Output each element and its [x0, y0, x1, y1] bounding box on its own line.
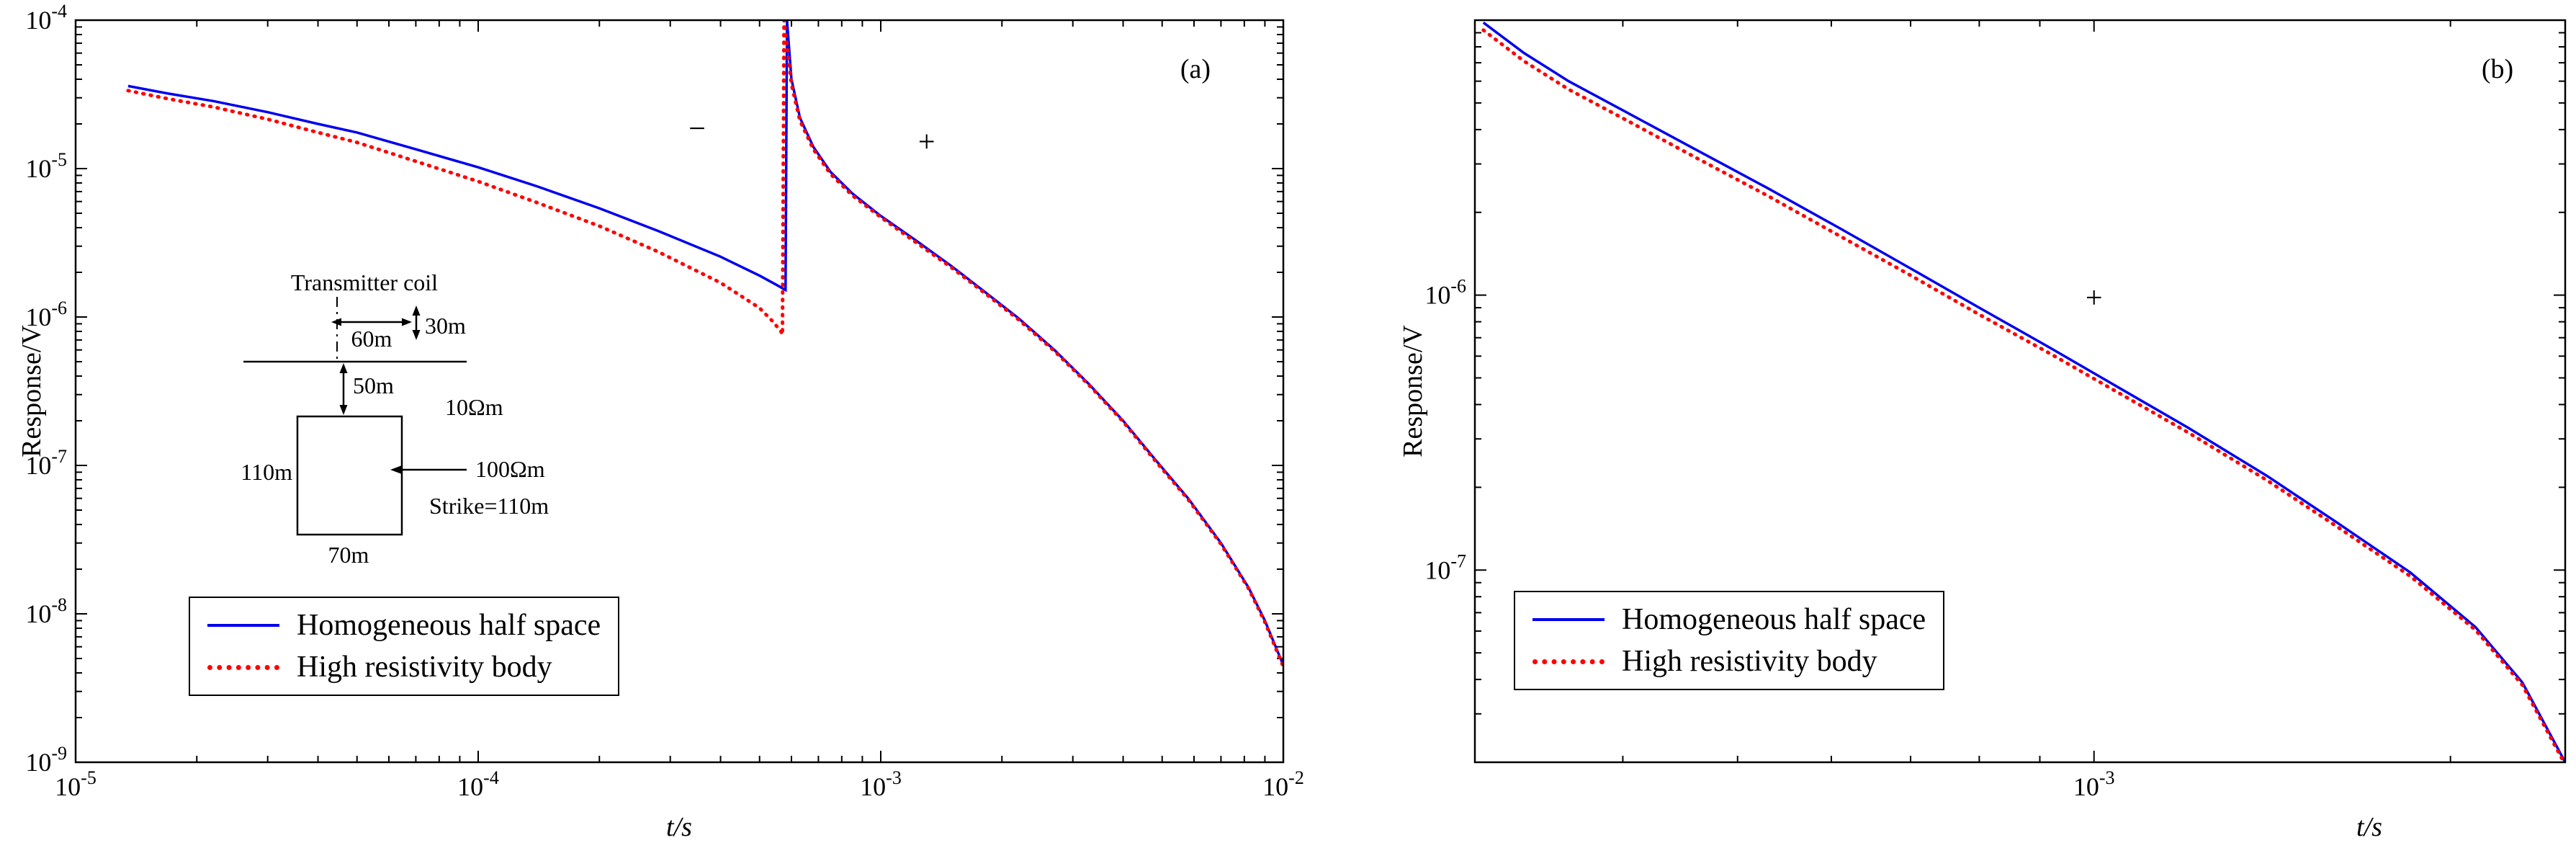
legend-row-resistivity-body: High resistivity body: [207, 650, 601, 684]
sign-annotation: +: [918, 126, 935, 159]
curve-high-resistivity-body: [1481, 28, 2565, 762]
inset-transmitter-coil-label: Transmitter coil: [290, 269, 439, 295]
axis-ticks: [1475, 20, 2565, 762]
panel-b-legend: Homogeneous half space High resistivity …: [1514, 591, 1945, 690]
inset-60m-label: 60m: [351, 326, 392, 352]
sign-annotation: +: [2086, 282, 2103, 315]
plot-frame: [74, 19, 1285, 764]
inset-arrowhead-left: [331, 318, 341, 326]
x-tick-label: 10-3: [2073, 767, 2115, 801]
y-tick-label: 10-6: [1424, 276, 1466, 310]
resistivity-body-line-swatch: [207, 664, 279, 670]
panel-b-ylabel: Response/V: [1398, 325, 1428, 457]
inset-model-diagram: [243, 297, 467, 536]
inset-body-rect: [296, 415, 403, 536]
panel-a-ylabel: Response/V: [17, 325, 47, 457]
panel-a-tag: (a): [1180, 54, 1211, 84]
legend-label-resistivity-body: High resistivity body: [297, 651, 552, 684]
curve-high-resistivity-body: [126, 20, 1283, 669]
legend-row-resistivity-body: High resistivity body: [1532, 644, 1926, 679]
inset-110m-label: 110m: [241, 459, 292, 485]
inset-arrowhead-left: [390, 465, 402, 474]
sign-annotation: −: [688, 112, 706, 146]
legend-label-half-space: Homogeneous half space: [297, 609, 601, 642]
inset-70m-label: 70m: [328, 542, 369, 568]
x-tick-label: 10-5: [55, 767, 97, 801]
y-tick-label: 10-7: [25, 446, 67, 480]
legend-label-resistivity-body: High resistivity body: [1622, 645, 1877, 678]
panel-a-xlabel: t/s: [666, 812, 692, 842]
inset-10ohm-label: 10Ωm: [445, 394, 503, 420]
y-tick-label: 10-7: [1424, 550, 1466, 584]
inset-arrowhead-right: [402, 318, 412, 326]
inset-strike-label: Strike=110m: [429, 493, 549, 519]
panel-b-tag: (b): [2481, 54, 2514, 84]
legend-row-half-space: Homogeneous half space: [207, 608, 601, 643]
inset-30m-label: 30m: [425, 313, 466, 339]
inset-100ohm-label: 100Ωm: [475, 456, 545, 482]
inset-arrowhead-down: [339, 405, 348, 415]
curve-homogeneous-half-space: [1482, 21, 2565, 762]
inset-arrowhead-up: [412, 305, 421, 316]
plot-frame: [1473, 19, 2567, 764]
legend-label-half-space: Homogeneous half space: [1622, 603, 1926, 636]
half-space-line-swatch: [207, 624, 279, 627]
inset-50m-label: 50m: [353, 372, 394, 398]
panel-b-xlabel: t/s: [2356, 812, 2382, 842]
inset-arrowhead-down: [412, 330, 421, 340]
inset-arrowhead-up: [339, 363, 348, 373]
half-space-line-swatch: [1532, 618, 1605, 621]
resistivity-body-line-swatch: [1532, 659, 1605, 664]
legend-row-half-space: Homogeneous half space: [1532, 602, 1926, 637]
panel-a-legend: Homogeneous half space High resistivity …: [189, 597, 620, 696]
